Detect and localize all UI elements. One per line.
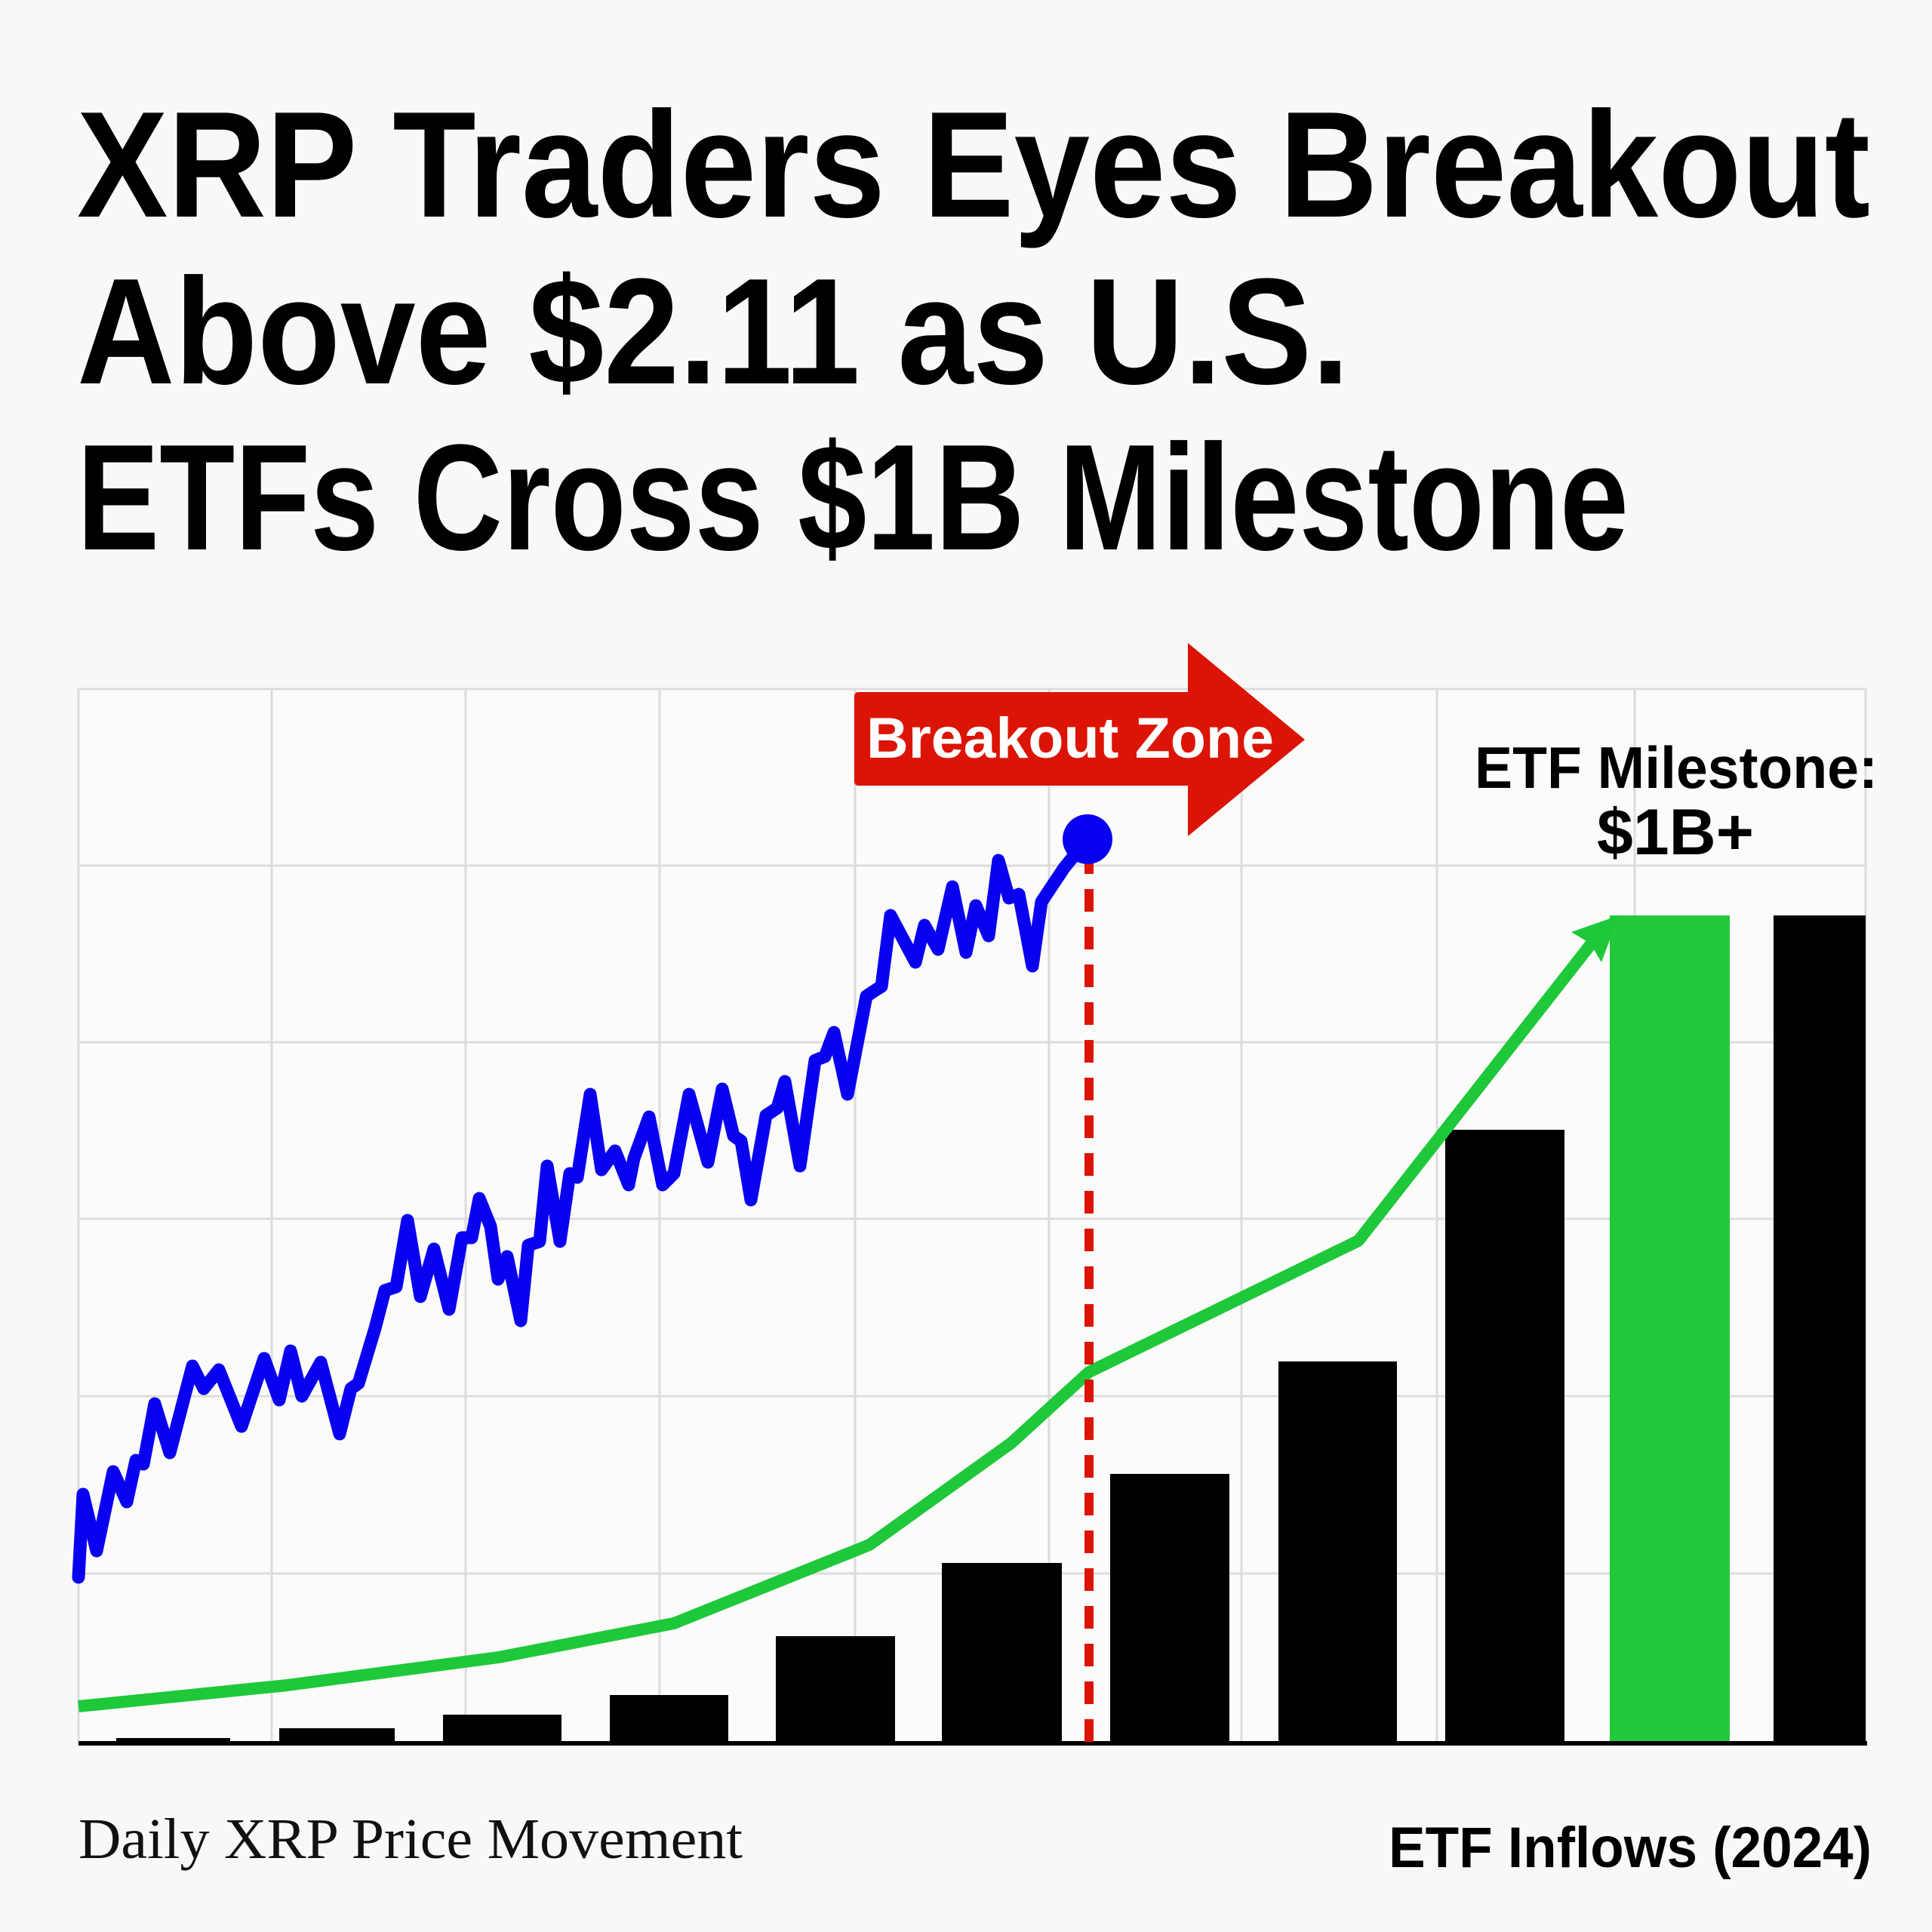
- etf-trend-line: [78, 915, 1619, 1712]
- etf-bar-highlighted: [1610, 915, 1730, 1744]
- headline-line-1: XRP Traders Eyes Breakout: [77, 81, 1870, 249]
- etf-bar: [942, 1563, 1062, 1744]
- trend-arrowhead-icon: [1571, 915, 1619, 962]
- etf-bar: [443, 1715, 561, 1744]
- milestone-value: $1B+: [1597, 796, 1754, 869]
- etf-bar: [1278, 1361, 1397, 1744]
- etf-bar: [610, 1695, 728, 1744]
- etf-bar: [776, 1636, 895, 1744]
- etf-chart-caption: ETF Inflows (2024): [1389, 1816, 1872, 1880]
- trend-line-path: [78, 937, 1599, 1712]
- headline-line-3: ETFs Cross $1B Milestone: [77, 414, 1629, 582]
- price-line-path: [72, 832, 1094, 1584]
- current-price-dot: [1063, 814, 1112, 864]
- breakout-zone-label: Breakout Zone: [866, 706, 1274, 771]
- etf-bar: [279, 1728, 395, 1744]
- arrow-right-icon: [854, 643, 1305, 836]
- etf-milestone-annotation: ETF Milestone: $1B+: [1475, 734, 1878, 869]
- etf-bar: [1774, 915, 1866, 1744]
- etf-bars: [116, 915, 1866, 1744]
- breakout-zone-arrow: Breakout Zone: [854, 643, 1305, 836]
- xrp-price-line: [72, 814, 1112, 1584]
- price-chart-caption: Daily XRP Price Movement: [78, 1807, 743, 1871]
- headline-line-2: Above $2.11 as U.S.: [77, 248, 1349, 416]
- etf-bar: [1110, 1474, 1229, 1744]
- headline: XRP Traders Eyes Breakout Above $2.11 as…: [77, 81, 1870, 582]
- milestone-title: ETF Milestone:: [1475, 734, 1878, 801]
- etf-bar: [1445, 1130, 1564, 1744]
